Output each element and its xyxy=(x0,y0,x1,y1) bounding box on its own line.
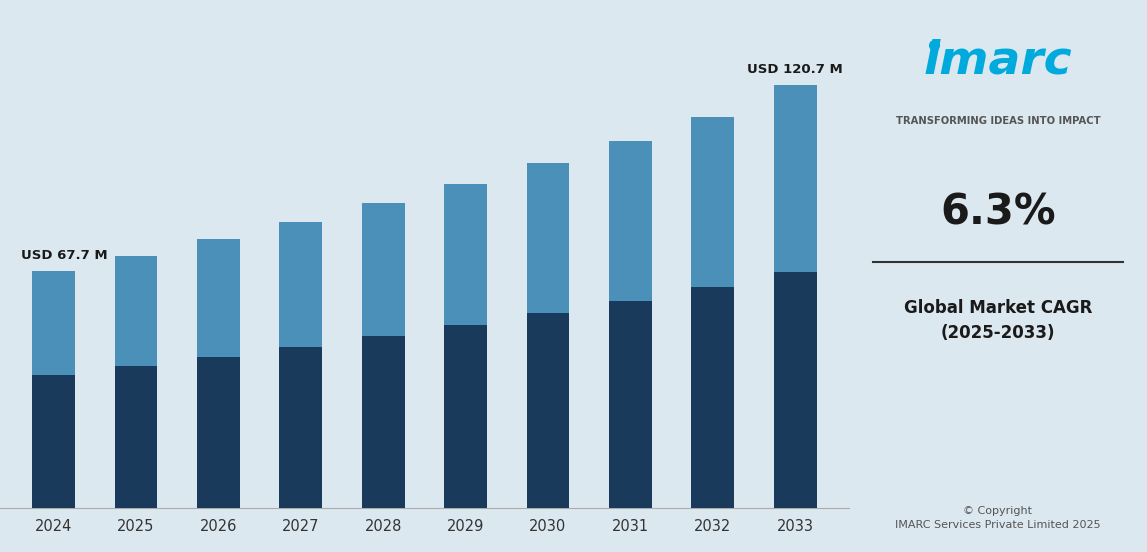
Bar xyxy=(444,325,487,508)
Bar xyxy=(32,270,75,375)
Bar xyxy=(361,204,405,336)
Text: USD 67.7 M: USD 67.7 M xyxy=(21,249,107,262)
Bar xyxy=(526,313,569,508)
Text: imarc: imarc xyxy=(923,38,1072,83)
Bar xyxy=(280,347,322,508)
Bar xyxy=(32,375,75,508)
Bar xyxy=(361,336,405,508)
Text: 6.3%: 6.3% xyxy=(941,192,1055,233)
Text: USD 120.7 M: USD 120.7 M xyxy=(748,63,843,76)
Bar xyxy=(115,366,157,508)
Bar xyxy=(774,273,817,508)
Text: TRANSFORMING IDEAS INTO IMPACT: TRANSFORMING IDEAS INTO IMPACT xyxy=(896,116,1100,126)
Bar xyxy=(280,222,322,347)
Text: © Copyright
IMARC Services Private Limited 2025: © Copyright IMARC Services Private Limit… xyxy=(895,506,1101,530)
Bar xyxy=(526,163,569,313)
Bar xyxy=(444,184,487,325)
Bar xyxy=(609,300,651,508)
Bar xyxy=(197,357,240,508)
Text: Global Market CAGR
(2025-2033): Global Market CAGR (2025-2033) xyxy=(904,299,1092,342)
Bar xyxy=(197,239,240,357)
Bar xyxy=(692,287,734,508)
Bar xyxy=(115,256,157,366)
Bar xyxy=(692,116,734,287)
Bar xyxy=(609,141,651,300)
Bar xyxy=(774,85,817,273)
